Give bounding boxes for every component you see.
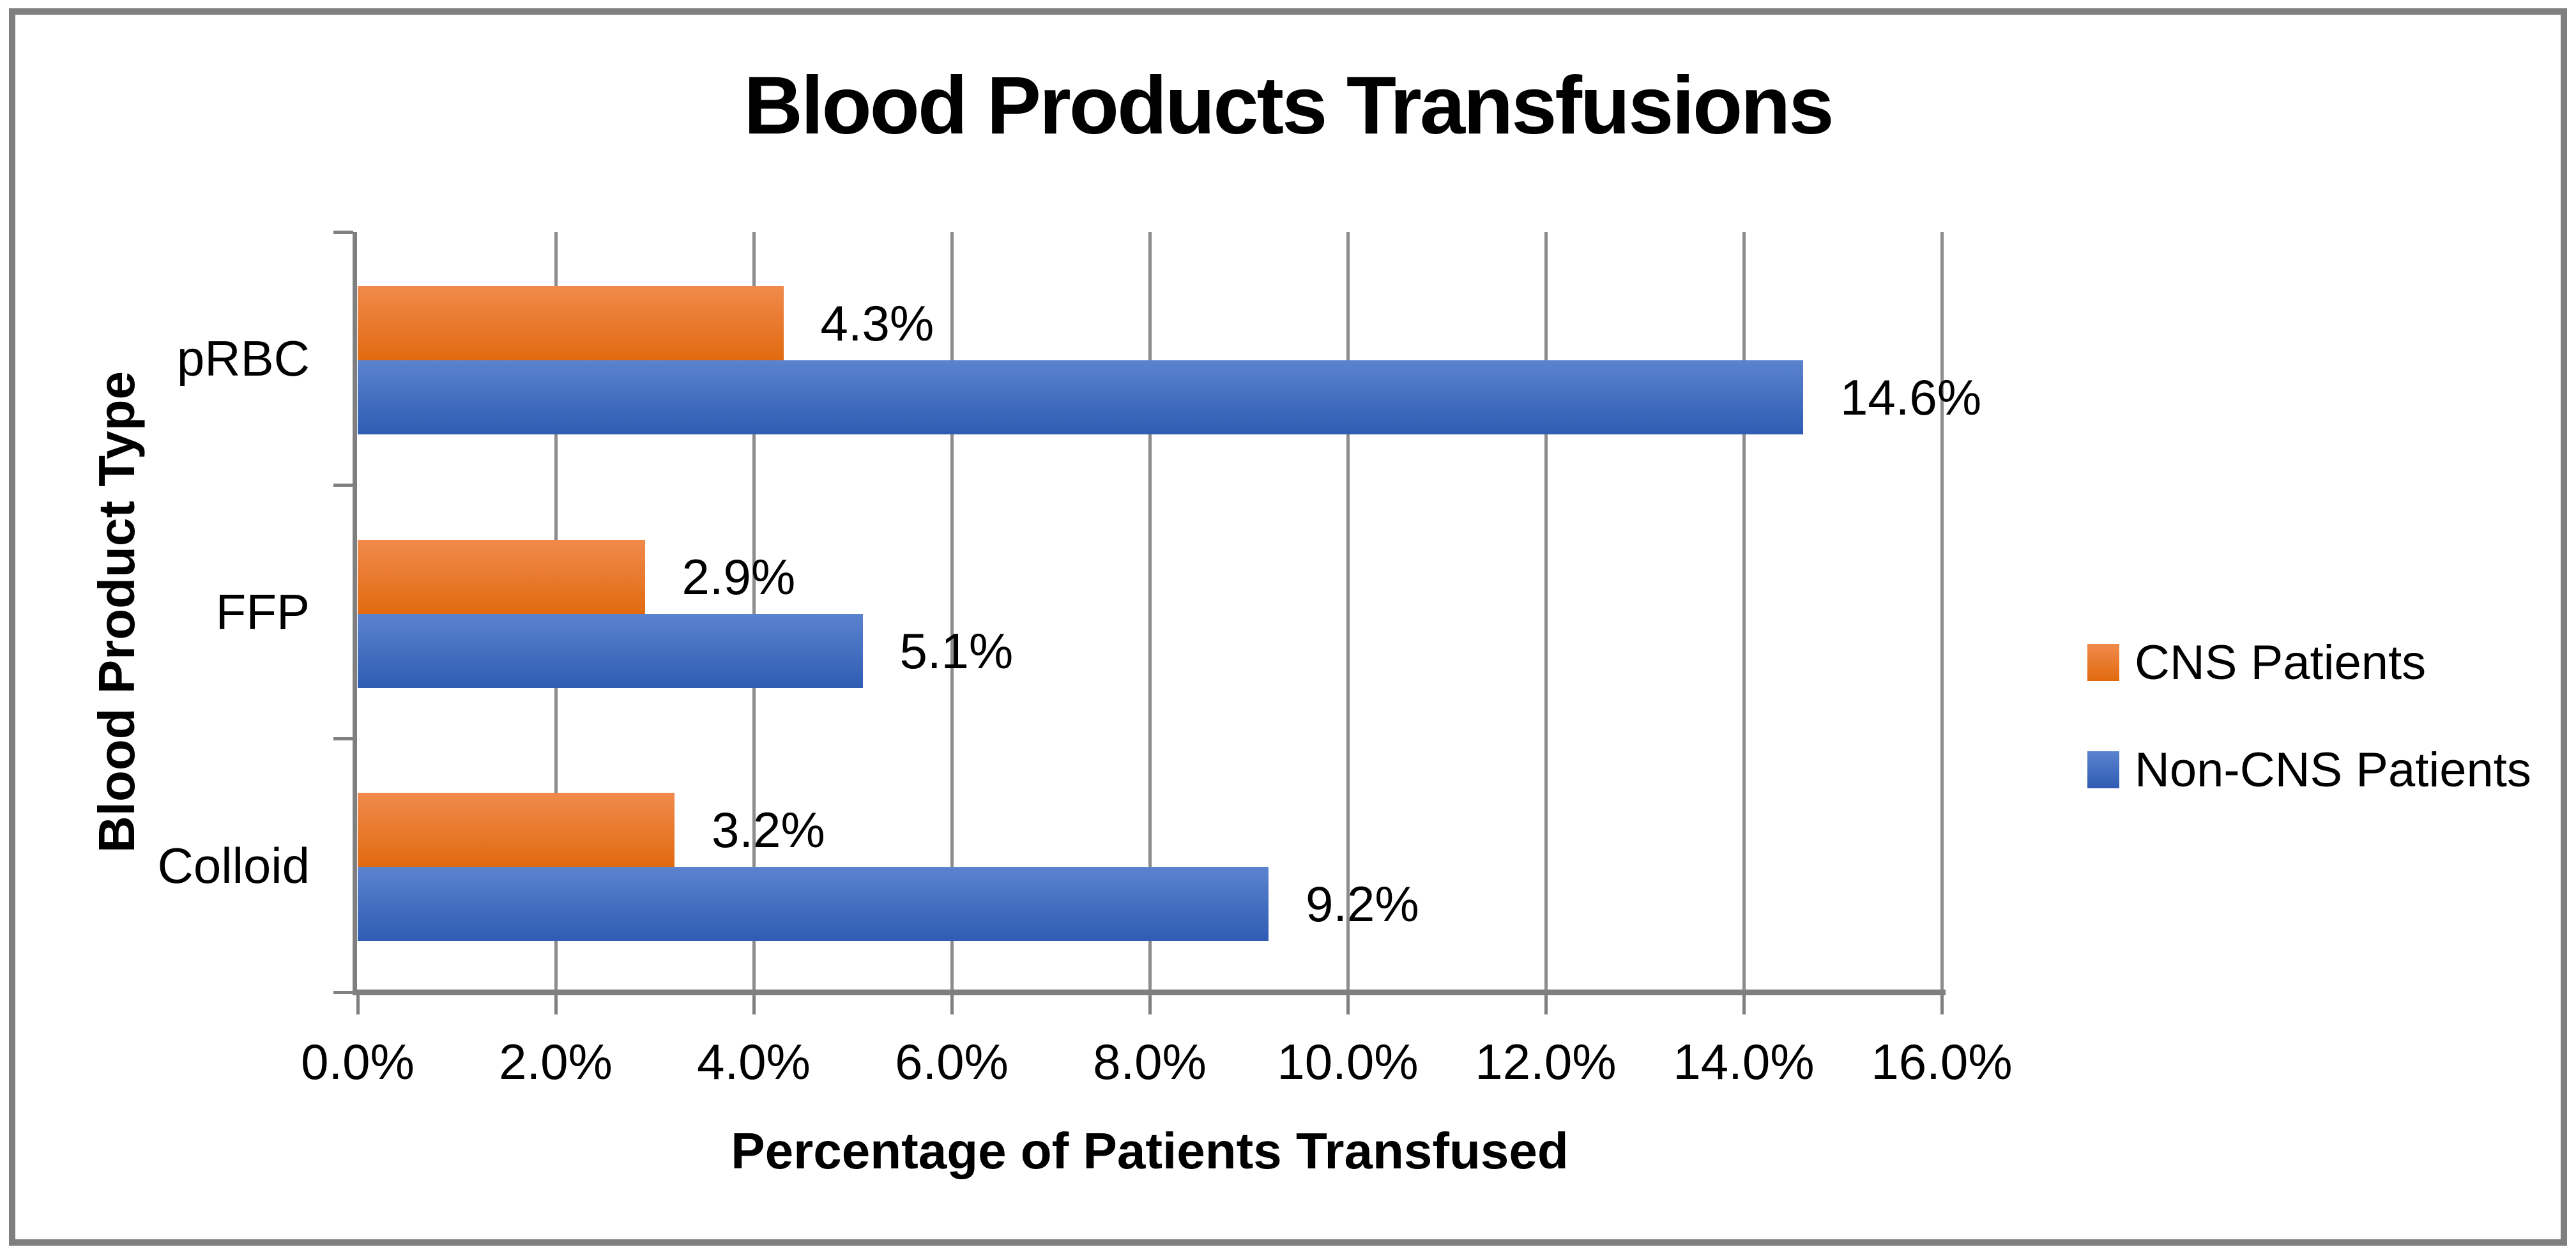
x-axis-tick: [752, 995, 756, 1014]
x-axis-tick: [356, 995, 360, 1014]
gridline: [752, 232, 756, 992]
legend-item-cns-patients: CNS Patients: [2087, 636, 2426, 690]
chart-border-frame: [9, 8, 2567, 1246]
bar-label-cns-patients-ffp: 2.9%: [682, 548, 796, 605]
bar-label-non-cns-patients-ffp: 5.1%: [899, 622, 1014, 679]
category-label-ffp: FFP: [215, 584, 310, 640]
y-axis-tick: [333, 230, 353, 234]
x-axis-tick: [554, 995, 558, 1014]
x-axis-tick-label: 16.0%: [1871, 1034, 2013, 1090]
bar-label-cns-patients-colloid: 3.2%: [712, 802, 825, 859]
gridline: [1346, 232, 1350, 992]
bar-label-cns-patients-prbc: 4.3%: [820, 295, 934, 351]
chart-title: Blood Products Transfusions: [743, 60, 1834, 151]
bar-non-cns-patients-colloid: [358, 867, 1269, 942]
bar-cns-patients-ffp: [358, 539, 645, 614]
legend-swatch-cns-patients: [2087, 644, 2119, 681]
category-label-colloid: Colloid: [157, 837, 310, 894]
gridline: [950, 232, 954, 992]
y-axis-tick: [333, 484, 353, 487]
gridline: [1148, 232, 1152, 992]
legend-label: Non-CNS Patients: [2135, 742, 2531, 797]
x-axis-tick: [1742, 995, 1746, 1014]
category-label-prbc: pRBC: [176, 330, 310, 387]
x-axis-tick-label: 2.0%: [499, 1034, 613, 1090]
y-axis-line: [353, 232, 357, 992]
legend-swatch-non-cns-patients: [2087, 751, 2119, 788]
legend-label: CNS Patients: [2135, 635, 2427, 690]
bar-non-cns-patients-prbc: [358, 360, 1803, 434]
gridline: [1742, 232, 1746, 992]
x-axis-tick: [1940, 995, 1944, 1014]
x-axis-tick-label: 8.0%: [1093, 1034, 1207, 1090]
legend-item-non-cns-patients: Non-CNS Patients: [2087, 743, 2531, 797]
x-axis-tick-label: 10.0%: [1277, 1034, 1419, 1090]
bar-cns-patients-colloid: [358, 793, 674, 868]
bar-cns-patients-prbc: [358, 286, 784, 360]
bar-label-non-cns-patients-colloid: 9.2%: [1306, 876, 1419, 933]
x-axis-tick: [1346, 995, 1350, 1014]
x-axis-line: [353, 990, 1946, 995]
y-axis-tick: [333, 737, 353, 740]
x-axis-title: Percentage of Patients Transfused: [731, 1122, 1569, 1179]
y-axis-tick: [333, 990, 353, 994]
x-axis-tick-label: 6.0%: [895, 1034, 1009, 1090]
bar-label-non-cns-patients-prbc: 14.6%: [1840, 369, 1982, 425]
x-axis-tick-label: 4.0%: [697, 1034, 811, 1090]
x-axis-tick-label: 0.0%: [301, 1034, 415, 1090]
gridline: [1544, 232, 1548, 992]
x-axis-tick: [1544, 995, 1548, 1014]
x-axis-tick-label: 14.0%: [1673, 1034, 1815, 1090]
x-axis-tick: [950, 995, 954, 1014]
gridline: [1940, 232, 1944, 992]
bar-non-cns-patients-ffp: [358, 613, 863, 688]
plot-area: 4.3% 14.6% 2.9% 5.1% 3.2% 9.2%: [358, 232, 1981, 992]
x-axis-tick-label: 12.0%: [1475, 1034, 1617, 1090]
x-axis-tick: [1148, 995, 1152, 1014]
